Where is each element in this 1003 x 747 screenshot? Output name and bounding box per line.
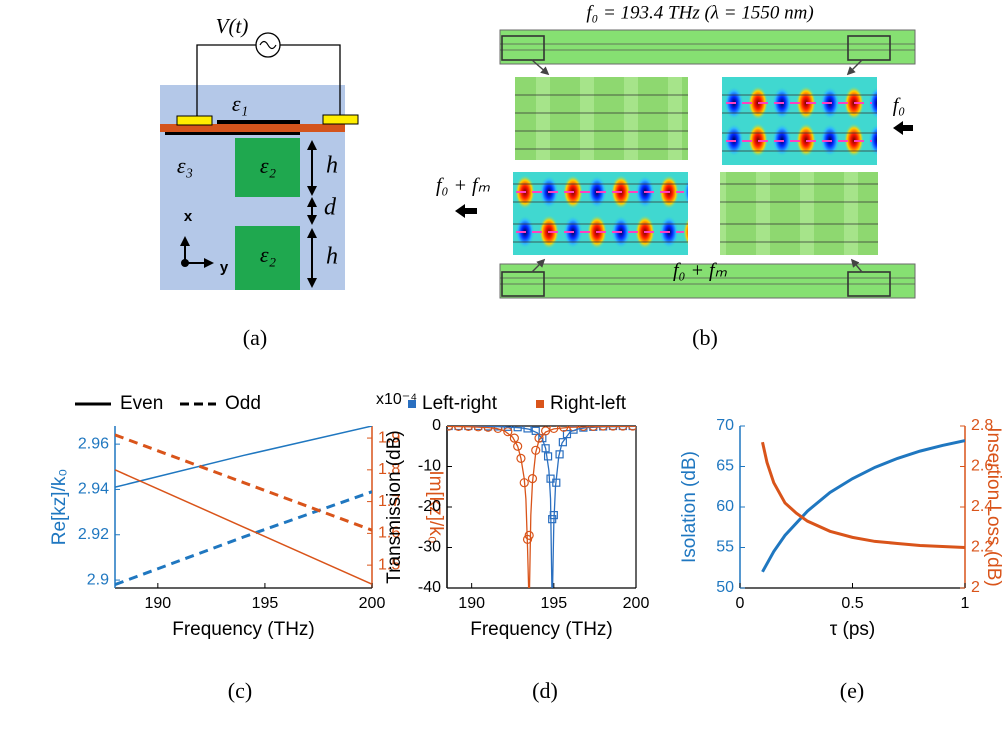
x-tick-label: 195	[540, 595, 567, 612]
legend-label: Left-right	[422, 393, 498, 414]
electrode-line	[165, 132, 300, 135]
axis-label: x	[184, 208, 193, 225]
dim-label: d	[324, 195, 337, 221]
legend-swatch	[536, 400, 544, 408]
series-line	[447, 426, 636, 608]
field-panel	[513, 172, 688, 255]
electrode	[177, 116, 212, 125]
output-label: f₀ + fₘ	[436, 175, 491, 197]
diagram-a: V(t) ε₁ ε₃ ε₂ ε₂ h d h x y (a)	[160, 14, 358, 350]
panel-label: (b)	[692, 325, 718, 350]
input-label: f₀	[893, 95, 906, 117]
field-panel	[722, 77, 877, 165]
waveguide-bar	[500, 30, 915, 64]
y-tick-label: 2.96	[78, 435, 109, 452]
eps-label: ε₂	[260, 153, 277, 178]
y-tick-label: 2.94	[78, 481, 109, 498]
dim-label: h	[326, 244, 338, 270]
source-label: V(t)	[216, 14, 249, 38]
y-tick-label: -20	[418, 498, 441, 515]
y2-axis-label: Insertion Loss (dB)	[983, 427, 1003, 586]
eps-label: ε₂	[260, 242, 277, 267]
x-tick-label: 0	[736, 595, 745, 612]
x-tick-label: 195	[252, 595, 279, 612]
bottom-label: f₀ + fₘ	[673, 260, 728, 282]
x-axis-label: τ (ps)	[830, 619, 876, 640]
series-line	[763, 441, 966, 572]
y-tick-label: -30	[418, 539, 441, 556]
x-tick-label: 190	[458, 595, 485, 612]
series-line	[115, 470, 372, 584]
y-axis-label: Re[kz]/k₀	[49, 469, 70, 546]
dim-label: h	[326, 153, 338, 179]
x-tick-label: 200	[623, 595, 650, 612]
y-axis-label: Transmission (dB)	[384, 430, 405, 583]
legend-swatch	[408, 400, 416, 408]
y2-tick-label: 2	[971, 579, 980, 596]
series-line	[115, 426, 372, 487]
y-tick-label: 55	[716, 539, 734, 556]
series-line	[115, 492, 372, 585]
diagram-b: f₀ = 193.4 THz (λ = 1550 nm) f₀	[436, 2, 915, 350]
series-line	[763, 442, 966, 547]
x-tick-label: 200	[359, 595, 386, 612]
y-tick-label: 0	[432, 417, 441, 434]
electrode	[323, 115, 358, 124]
eps-label: ε₁	[232, 91, 248, 116]
panel-label: (d)	[532, 678, 558, 703]
y-tick-label: 60	[716, 498, 734, 515]
y-tick-label: -10	[418, 458, 441, 475]
page: V(t) ε₁ ε₃ ε₂ ε₂ h d h x y (a) f₀ = 193.…	[0, 0, 1003, 747]
x-axis-label: Frequency (THz)	[470, 619, 613, 640]
y-axis-label: Isolation (dB)	[679, 451, 700, 563]
series-line	[115, 435, 372, 530]
axis-label: y	[220, 259, 229, 276]
y-tick-label: -40	[418, 579, 441, 596]
x-tick-label: 1	[961, 595, 970, 612]
x-axis-label: Frequency (THz)	[172, 619, 315, 640]
x-tick-label: 0.5	[841, 595, 863, 612]
input-arrow	[893, 121, 913, 135]
legend-label: Even	[120, 393, 163, 414]
figure: V(t) ε₁ ε₃ ε₂ ε₂ h d h x y (a) f₀ = 193.…	[0, 0, 1003, 747]
diagram-title: f₀ = 193.4 THz (λ = 1550 nm)	[586, 2, 813, 23]
field-panel	[720, 172, 878, 255]
marker	[545, 453, 552, 460]
legend-label: Right-left	[550, 393, 627, 414]
field-panel	[515, 77, 688, 160]
y-tick-label: 2.92	[78, 526, 109, 543]
eps-label: ε₃	[177, 153, 193, 178]
electrode-line	[217, 120, 300, 124]
series-line	[447, 426, 636, 608]
legend-label: Odd	[225, 393, 261, 414]
panel-label: (a)	[243, 325, 267, 350]
y-tick-label: 2.9	[87, 571, 109, 588]
y-tick-label: 50	[716, 579, 734, 596]
x-tick-label: 190	[144, 595, 171, 612]
panel-label: (c)	[228, 678, 252, 703]
output-arrow	[455, 204, 477, 218]
y-tick-label: 70	[716, 417, 734, 434]
panel-label: (e)	[840, 678, 864, 703]
y-tick-label: 65	[716, 458, 734, 475]
